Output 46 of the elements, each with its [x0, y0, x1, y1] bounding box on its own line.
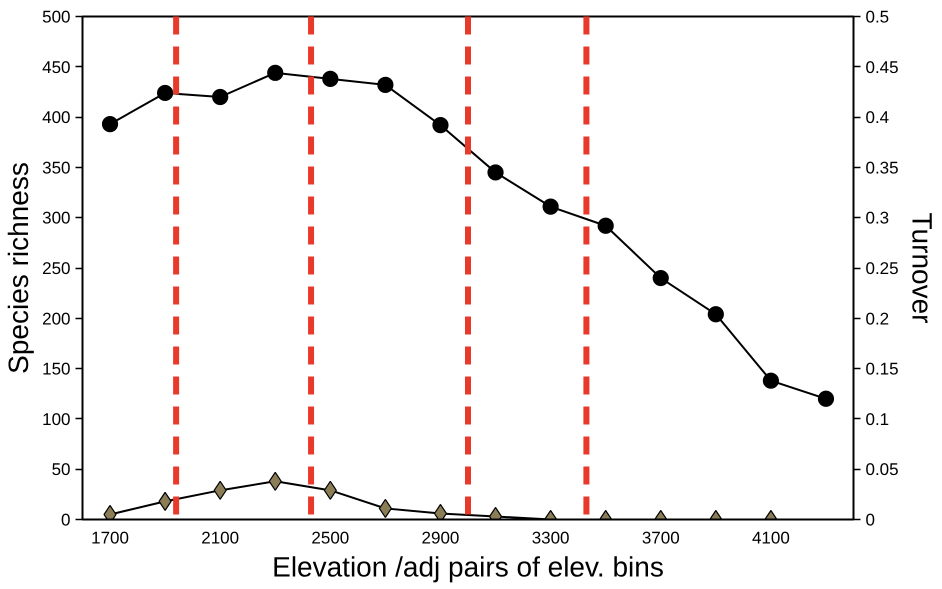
- y-tick-label: 450: [42, 58, 71, 77]
- x-tick-label: 3300: [532, 528, 570, 548]
- y-tick-label: 500: [42, 8, 71, 26]
- point: [377, 76, 394, 93]
- point: [102, 116, 118, 132]
- y2-tick-label: 0.15: [866, 360, 899, 379]
- x-tick-label: 2500: [311, 528, 350, 548]
- y2-tick-label: 0.4: [866, 108, 890, 128]
- point: [598, 218, 614, 234]
- y2-tick-label: 0: [866, 510, 875, 530]
- y-tick-label: 250: [42, 259, 71, 278]
- point: [157, 84, 174, 102]
- y2-tick-label: 0.1: [866, 410, 890, 429]
- y2-tick-label: 0.05: [866, 460, 899, 480]
- y-tick-label: 300: [42, 208, 71, 228]
- y-tick-label: 0: [61, 510, 71, 530]
- y2-tick-label: 0.25: [866, 259, 899, 278]
- point: [762, 372, 779, 389]
- point: [267, 64, 284, 81]
- y2-tick-label: 0.45: [866, 58, 899, 77]
- point: [708, 306, 724, 322]
- y-tick-label: 400: [42, 108, 71, 128]
- point: [652, 270, 669, 286]
- point: [487, 164, 504, 181]
- x-tick-label: 4100: [752, 528, 790, 548]
- y2-tick-label: 0.2: [866, 309, 890, 328]
- x-tick-label: 2100: [201, 528, 240, 548]
- y-tick-label: 150: [42, 360, 71, 379]
- point: [542, 198, 559, 215]
- y2-tick-label: 0.35: [866, 158, 899, 178]
- point: [212, 88, 228, 106]
- x-tick-label: 3700: [642, 528, 680, 548]
- point: [818, 390, 834, 407]
- y2-tick-label: 0.3: [866, 208, 890, 228]
- y-axis-title: Species richness: [3, 162, 34, 374]
- point: [322, 70, 338, 87]
- point: [432, 117, 449, 134]
- y-tick-label: 200: [42, 309, 71, 328]
- x-tick-label: 1700: [91, 528, 129, 548]
- x-axis-title: Elevation /adj pairs of elev. bins: [272, 552, 664, 582]
- y-tick-label: 50: [52, 460, 71, 480]
- y-tick-label: 100: [42, 410, 71, 429]
- y-tick-label: 350: [42, 158, 71, 178]
- y2-axis-title: Turnover: [906, 212, 938, 324]
- x-tick-label: 2900: [422, 528, 460, 548]
- y2-tick-label: 0.5: [866, 8, 890, 26]
